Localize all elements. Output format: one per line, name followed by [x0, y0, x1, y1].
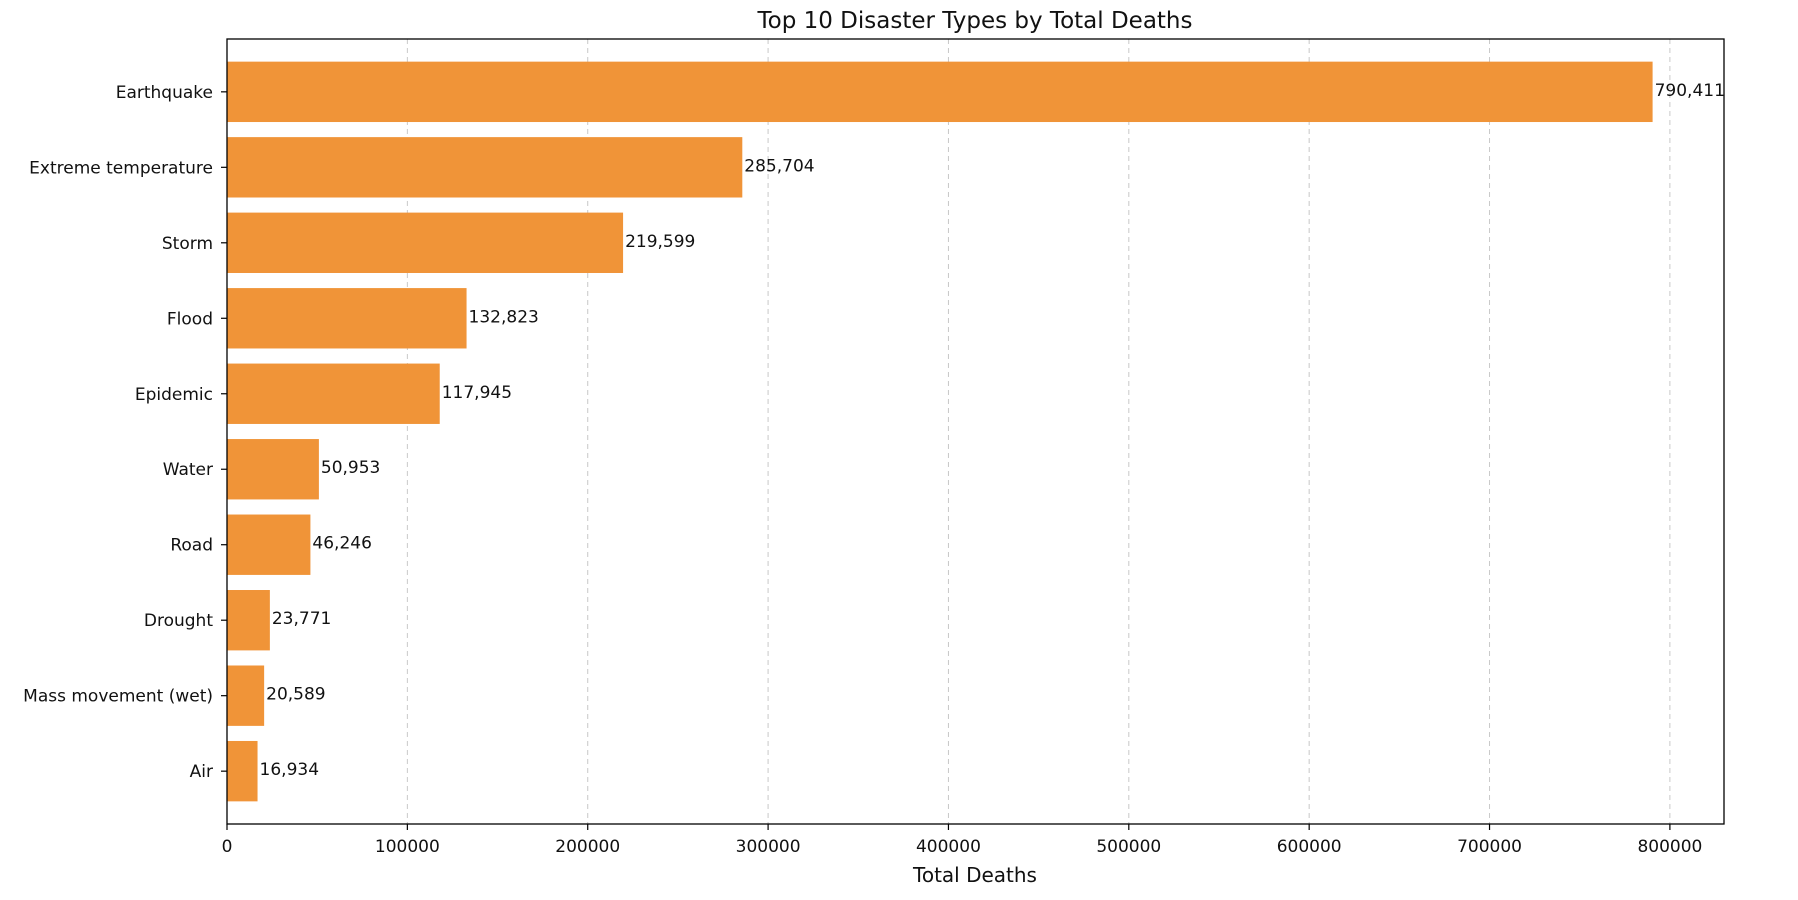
x-tick-label: 200000	[555, 837, 620, 857]
data-label: 23,771	[272, 609, 331, 629]
data-label: 219,599	[625, 232, 695, 252]
data-label: 16,934	[260, 760, 319, 780]
y-tick-label: Storm	[162, 234, 213, 254]
x-tick-label: 600000	[1277, 837, 1342, 857]
y-tick-label: Mass movement (wet)	[23, 687, 213, 707]
y-tick-label: Earthquake	[116, 83, 213, 103]
bar	[227, 439, 319, 500]
data-label: 117,945	[442, 383, 512, 403]
bar	[227, 740, 258, 802]
data-label: 46,246	[312, 534, 371, 554]
bar	[227, 212, 624, 273]
bar	[227, 363, 440, 424]
bar	[227, 288, 467, 349]
x-tick-label: 100000	[375, 837, 440, 857]
x-axis-label: Total Deaths	[912, 863, 1037, 887]
x-tick-label: 400000	[916, 837, 981, 857]
y-tick-label: Road	[170, 536, 213, 556]
x-tick-label: 0	[222, 837, 233, 857]
data-label: 50,953	[321, 458, 380, 478]
y-tick-label: Extreme temperature	[29, 158, 213, 178]
data-label: 20,589	[266, 685, 325, 705]
bar	[227, 514, 311, 575]
chart-title: Top 10 Disaster Types by Total Deaths	[756, 8, 1192, 34]
plot-frame	[226, 38, 1725, 825]
data-labels: 790,411 285,704 219,599 132,823 117,945 50,95…	[260, 81, 1725, 780]
y-tick-label: Air	[190, 762, 213, 782]
bar	[227, 590, 270, 651]
y-tick-label: Water	[163, 460, 213, 480]
data-label: 132,823	[469, 307, 539, 327]
x-tick-label: 500000	[1096, 837, 1161, 857]
y-tick-label: Epidemic	[135, 385, 213, 405]
x-tick-label: 300000	[736, 837, 801, 857]
bars	[227, 61, 1653, 802]
y-tick-label: Drought	[144, 611, 213, 631]
x-axis-ticks: 0 100000 200000 300000 400000 500000 600000 700…	[222, 824, 1702, 857]
bar	[227, 665, 265, 726]
data-label: 790,411	[1655, 81, 1725, 101]
x-tick-label: 700000	[1457, 837, 1522, 857]
bar	[227, 137, 743, 198]
x-tick-label: 800000	[1637, 837, 1702, 857]
y-tick-label: Flood	[167, 309, 213, 329]
bar	[227, 61, 1653, 123]
y-axis-ticks: Earthquake Extreme temperature Storm Flood E…	[23, 83, 227, 782]
data-label: 285,704	[744, 156, 814, 176]
